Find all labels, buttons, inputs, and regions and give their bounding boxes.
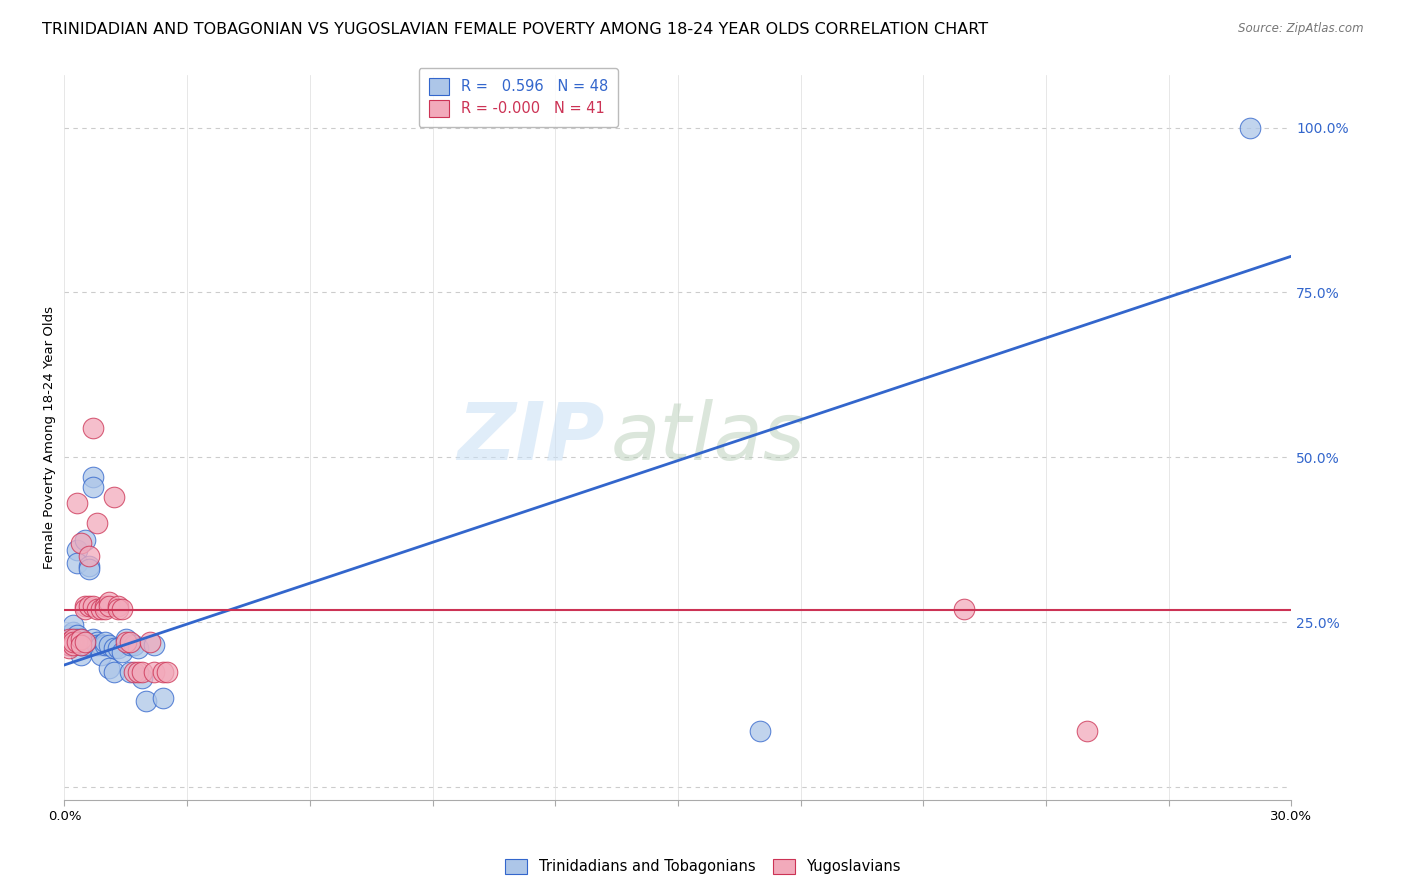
Point xyxy=(73,635,96,649)
Point xyxy=(107,641,129,656)
Point xyxy=(111,645,134,659)
Point xyxy=(1076,723,1098,738)
Point xyxy=(58,632,80,646)
Point xyxy=(69,638,91,652)
Point xyxy=(127,665,149,679)
Point xyxy=(94,599,117,613)
Point xyxy=(1239,120,1261,135)
Point xyxy=(58,638,80,652)
Point xyxy=(86,602,108,616)
Point xyxy=(94,635,117,649)
Text: Source: ZipAtlas.com: Source: ZipAtlas.com xyxy=(1239,22,1364,36)
Point xyxy=(82,420,104,434)
Point xyxy=(66,635,89,649)
Point xyxy=(62,635,84,649)
Point xyxy=(131,671,153,685)
Text: ZIP: ZIP xyxy=(457,399,605,476)
Point xyxy=(82,470,104,484)
Point xyxy=(69,638,91,652)
Point xyxy=(114,635,136,649)
Point xyxy=(62,632,84,646)
Point xyxy=(66,556,89,570)
Point xyxy=(69,632,91,646)
Legend: Trinidadians and Tobagonians, Yugoslavians: Trinidadians and Tobagonians, Yugoslavia… xyxy=(499,853,907,880)
Point xyxy=(73,635,96,649)
Point xyxy=(86,516,108,531)
Point xyxy=(111,602,134,616)
Point xyxy=(135,694,157,708)
Text: TRINIDADIAN AND TOBAGONIAN VS YUGOSLAVIAN FEMALE POVERTY AMONG 18-24 YEAR OLDS C: TRINIDADIAN AND TOBAGONIAN VS YUGOSLAVIA… xyxy=(42,22,988,37)
Point xyxy=(748,723,770,738)
Point xyxy=(58,628,80,642)
Point xyxy=(114,632,136,646)
Point xyxy=(143,638,166,652)
Point xyxy=(62,632,84,646)
Point xyxy=(118,635,141,649)
Point xyxy=(69,648,91,662)
Point xyxy=(62,624,84,639)
Point xyxy=(58,635,80,649)
Point xyxy=(107,599,129,613)
Point xyxy=(90,648,112,662)
Y-axis label: Female Poverty Among 18-24 Year Olds: Female Poverty Among 18-24 Year Olds xyxy=(44,306,56,569)
Point xyxy=(66,628,89,642)
Point xyxy=(953,602,976,616)
Point xyxy=(66,496,89,510)
Point xyxy=(98,599,121,613)
Point xyxy=(118,638,141,652)
Point xyxy=(73,533,96,547)
Point xyxy=(103,490,125,504)
Point xyxy=(77,559,100,574)
Text: atlas: atlas xyxy=(610,399,806,476)
Point xyxy=(58,635,80,649)
Point xyxy=(103,641,125,656)
Point xyxy=(122,665,145,679)
Point xyxy=(139,635,162,649)
Point xyxy=(77,549,100,564)
Point xyxy=(90,602,112,616)
Point xyxy=(98,595,121,609)
Point xyxy=(156,665,179,679)
Point xyxy=(82,599,104,613)
Point xyxy=(82,632,104,646)
Point xyxy=(94,602,117,616)
Point xyxy=(58,641,80,656)
Point xyxy=(58,632,80,646)
Point xyxy=(58,638,80,652)
Point xyxy=(66,635,89,649)
Point xyxy=(66,542,89,557)
Point xyxy=(82,480,104,494)
Point xyxy=(62,638,84,652)
Point xyxy=(69,536,91,550)
Point xyxy=(98,638,121,652)
Point xyxy=(90,638,112,652)
Point xyxy=(131,665,153,679)
Point xyxy=(86,638,108,652)
Legend: R =   0.596   N = 48, R = -0.000   N = 41: R = 0.596 N = 48, R = -0.000 N = 41 xyxy=(419,68,619,127)
Point xyxy=(152,665,174,679)
Point xyxy=(118,665,141,679)
Point xyxy=(77,599,100,613)
Point xyxy=(69,632,91,646)
Point xyxy=(122,638,145,652)
Point xyxy=(107,602,129,616)
Point xyxy=(86,635,108,649)
Point xyxy=(77,562,100,576)
Point xyxy=(66,632,89,646)
Point xyxy=(103,665,125,679)
Point xyxy=(62,635,84,649)
Point xyxy=(62,638,84,652)
Point xyxy=(73,599,96,613)
Point xyxy=(98,661,121,675)
Point xyxy=(73,602,96,616)
Point xyxy=(62,618,84,632)
Point xyxy=(143,665,166,679)
Point xyxy=(127,641,149,656)
Point xyxy=(73,638,96,652)
Point xyxy=(94,638,117,652)
Point xyxy=(152,690,174,705)
